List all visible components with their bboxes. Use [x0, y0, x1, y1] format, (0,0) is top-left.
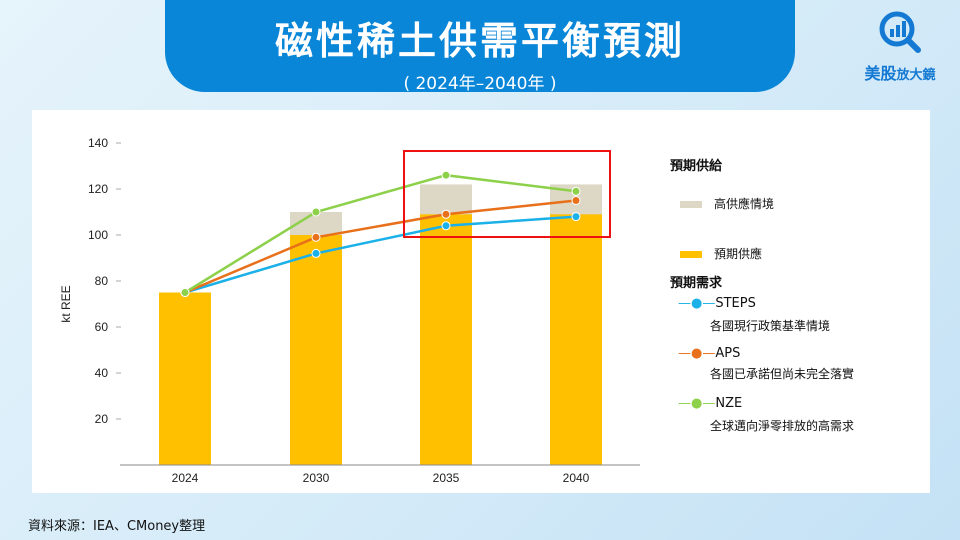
- y-tick-label: 20: [95, 412, 109, 426]
- x-tick-label: 2024: [172, 471, 199, 485]
- legend-steps: —●—STEPS: [678, 296, 756, 311]
- page-subtitle: ( 2024年–2040年 ): [403, 74, 557, 94]
- bar-expected-supply: [159, 292, 211, 465]
- page-title: 磁性稀土供需平衡預測: [274, 19, 685, 63]
- bar-expected-supply: [550, 214, 602, 465]
- series-line-steps: [184, 215, 577, 294]
- legend-steps-desc: 各國現行政策基準情境: [710, 319, 831, 333]
- legend-aps-desc: 各國已承諾但尚未完全落實: [710, 367, 855, 381]
- series-line-nze: [184, 173, 577, 294]
- data-point-nze: [571, 186, 581, 196]
- data-point-steps: [571, 212, 581, 222]
- y-tick-label: 60: [95, 320, 109, 334]
- legend-supply-title: 預期供給: [670, 159, 723, 174]
- data-point-steps: [311, 248, 321, 258]
- swatch: [680, 201, 702, 208]
- data-point-aps: [571, 196, 581, 205]
- brand-name: 美股: [864, 64, 897, 83]
- legend-nze: —●—NZE: [678, 396, 742, 411]
- highlight-box: [403, 150, 611, 238]
- data-point-aps: [441, 209, 451, 219]
- legend-nze-desc: 全球邁向淨零排放的高需求: [710, 419, 855, 433]
- data-point-nze: [441, 170, 451, 180]
- line-marker-icon: —●—: [678, 396, 716, 411]
- data-point-aps: [311, 232, 321, 242]
- bar-expected-supply: [420, 214, 472, 465]
- legend-aps: —●—APS: [678, 346, 740, 361]
- brand-name-small: 放大鏡: [896, 68, 936, 83]
- magnifier-chart-icon: [879, 11, 921, 53]
- legend-label: APS: [715, 346, 741, 361]
- legend-high-supply: 高供應情境: [680, 195, 774, 212]
- y-tick-label: 100: [88, 228, 108, 242]
- brand-logo: 美股放大鏡: [850, 10, 950, 84]
- line-marker-icon: —●—: [678, 346, 716, 361]
- x-tick-label: 2035: [433, 471, 460, 485]
- y-tick-label: 80: [95, 274, 109, 288]
- title-banner: 磁性稀土供需平衡預測 ( 2024年–2040年 ): [165, 0, 795, 94]
- line-marker-icon: —●—: [678, 296, 716, 311]
- x-tick-label: 2040: [563, 471, 590, 485]
- x-tick-label: 2030: [303, 471, 330, 485]
- y-tick-label: 120: [88, 182, 108, 196]
- bar-expected-supply: [290, 235, 342, 465]
- legend-demand-title: 預期需求: [670, 276, 723, 291]
- y-tick-label: 40: [95, 366, 109, 380]
- series-line-aps: [184, 199, 577, 294]
- y-tick-label: 140: [88, 136, 108, 150]
- legend-label: 預期供應: [714, 247, 763, 261]
- data-point-steps: [441, 221, 451, 231]
- data-point-nze: [311, 207, 321, 217]
- legend-expected-supply: 預期供應: [680, 245, 762, 262]
- legend-label: 高供應情境: [714, 197, 775, 211]
- legend-label: NZE: [715, 396, 743, 411]
- source-note: 資料來源：IEA、CMoney整理: [28, 519, 206, 534]
- y-axis-label: kt REE: [59, 285, 73, 322]
- legend-label: STEPS: [715, 296, 756, 311]
- data-point-nze: [180, 288, 190, 297]
- swatch: [680, 251, 702, 258]
